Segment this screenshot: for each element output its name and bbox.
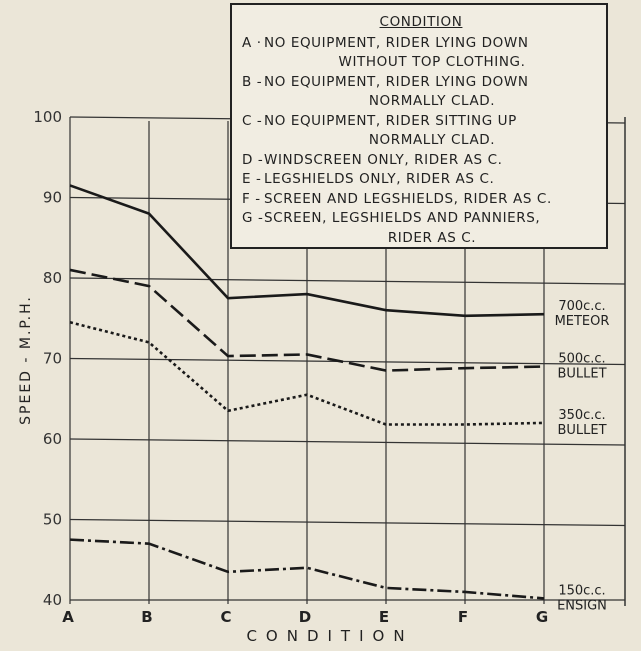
legend-key: F - — [242, 190, 261, 207]
x-tick-label: C — [220, 608, 231, 626]
legend-key: D - — [242, 151, 264, 168]
x-tick-label: B — [141, 608, 152, 626]
legend-key: C - — [242, 112, 263, 129]
legend-text: SCREEN AND LEGSHIELDS, RIDER AS C. — [264, 190, 552, 207]
x-tick-label: A — [62, 608, 74, 626]
legend-text: NO EQUIPMENT, RIDER LYING DOWN NORMALLY C… — [264, 73, 529, 110]
y-tick-label: 40 — [43, 591, 62, 609]
y-axis-label: SPEED - M.P.H. — [18, 295, 34, 425]
legend-text: SCREEN, LEGSHIELDS AND PANNIERS, RIDER AS… — [264, 210, 541, 246]
legend-key: E - — [242, 171, 262, 187]
series-label-top: 700c.c. — [558, 299, 605, 314]
legend-item: B - NO EQUIPMENT, RIDER LYING DOWN NORMALL… — [242, 73, 600, 112]
series-label-top: 500c.c. — [558, 352, 605, 367]
legend-text: NO EQUIPMENT, RIDER LYING DOWN WITHOUT TO… — [264, 34, 529, 71]
x-tick-label: E — [379, 608, 389, 626]
series-label-bottom: BULLET — [557, 423, 606, 438]
x-tick-label: G — [536, 608, 548, 626]
legend-item: A · NO EQUIPMENT, RIDER LYING DOWN WITHOUT… — [242, 34, 600, 73]
series-label-top: 150c.c. — [558, 583, 605, 598]
y-tick-label: 50 — [43, 511, 62, 529]
x-tick-label: F — [458, 608, 468, 626]
legend-key: A · — [242, 34, 262, 51]
series-label-bottom: ENSIGN — [557, 598, 607, 613]
legend-text: NO EQUIPMENT, RIDER SITTING UP NORMALLY C… — [264, 112, 517, 149]
legend: CONDITION A · NO EQUIPMENT, RIDER LYING D… — [230, 3, 608, 249]
legend-item: G - SCREEN, LEGSHIELDS AND PANNIERS, RIDER… — [242, 209, 600, 248]
series-line — [69, 321, 545, 426]
legend-item: C - NO EQUIPMENT, RIDER SITTING UP NORMALL… — [242, 112, 600, 151]
legend-title: CONDITION — [379, 14, 463, 30]
legend-key: B - — [242, 73, 263, 90]
gridline-y — [69, 357, 626, 366]
legend-key: G - — [242, 210, 264, 226]
legend-text: WINDSCREEN ONLY, RIDER AS C. — [264, 151, 503, 168]
legend-item: E - LEGSHIELDS ONLY, RIDER AS C. — [242, 170, 600, 190]
series-line — [69, 184, 545, 318]
y-tick-label: 60 — [43, 430, 62, 448]
x-axis-label: CONDITION — [246, 627, 413, 645]
series-label-bottom: METEOR — [555, 314, 610, 329]
x-tick-label: D — [299, 608, 311, 626]
gridline-y — [69, 518, 626, 527]
y-tick-label: 70 — [43, 350, 62, 368]
y-tick-label: 100 — [33, 108, 62, 126]
series-label-top: 350c.c. — [558, 408, 605, 423]
legend-text: LEGSHIELDS ONLY, RIDER AS C. — [264, 171, 495, 187]
series-line — [69, 538, 545, 600]
y-tick-label: 80 — [43, 269, 62, 287]
y-tick-label: 90 — [43, 189, 62, 207]
legend-item: F - SCREEN AND LEGSHIELDS, RIDER AS C. — [242, 190, 600, 210]
gridline-y — [69, 277, 626, 285]
gridline-y — [69, 438, 626, 446]
series-label-bottom: BULLET — [557, 367, 606, 382]
series-line — [69, 268, 545, 372]
legend-item: D - WINDSCREEN ONLY, RIDER AS C. — [242, 151, 600, 171]
